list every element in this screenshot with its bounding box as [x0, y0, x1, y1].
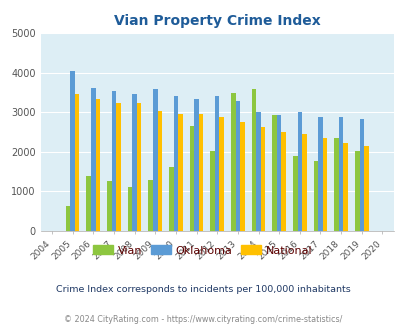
Bar [219, 116, 224, 231]
Bar [136, 104, 141, 231]
Bar [198, 114, 203, 231]
Bar [239, 122, 244, 231]
Bar [153, 89, 157, 231]
Bar [281, 132, 285, 231]
Bar [313, 161, 318, 231]
Bar [132, 94, 136, 231]
Bar [148, 180, 153, 231]
Bar [272, 115, 276, 231]
Text: Crime Index corresponds to incidents per 100,000 inhabitants: Crime Index corresponds to incidents per… [55, 285, 350, 294]
Bar [235, 101, 239, 231]
Bar [116, 103, 120, 231]
Text: © 2024 CityRating.com - https://www.cityrating.com/crime-statistics/: © 2024 CityRating.com - https://www.city… [64, 315, 341, 324]
Bar [276, 115, 281, 231]
Bar [318, 117, 322, 231]
Bar [256, 112, 260, 231]
Bar [297, 112, 301, 231]
Bar [301, 134, 306, 231]
Bar [214, 96, 219, 231]
Bar [210, 151, 214, 231]
Bar [251, 89, 256, 231]
Bar [260, 127, 265, 231]
Bar [168, 167, 173, 231]
Bar [338, 117, 343, 231]
Bar [230, 93, 235, 231]
Bar [128, 187, 132, 231]
Bar [66, 206, 70, 231]
Bar [189, 126, 194, 231]
Bar [157, 111, 162, 231]
Legend: Vian, Oklahoma, National: Vian, Oklahoma, National [89, 241, 316, 260]
Bar [75, 94, 79, 231]
Bar [194, 99, 198, 231]
Bar [333, 138, 338, 231]
Bar [354, 150, 359, 231]
Bar [178, 114, 182, 231]
Bar [292, 156, 297, 231]
Bar [91, 88, 95, 231]
Bar [359, 118, 363, 231]
Bar [343, 143, 347, 231]
Title: Vian Property Crime Index: Vian Property Crime Index [113, 14, 320, 28]
Bar [107, 181, 111, 231]
Bar [111, 91, 116, 231]
Bar [173, 96, 178, 231]
Bar [95, 99, 100, 231]
Bar [70, 71, 75, 231]
Bar [322, 138, 326, 231]
Bar [363, 146, 368, 231]
Bar [86, 176, 91, 231]
